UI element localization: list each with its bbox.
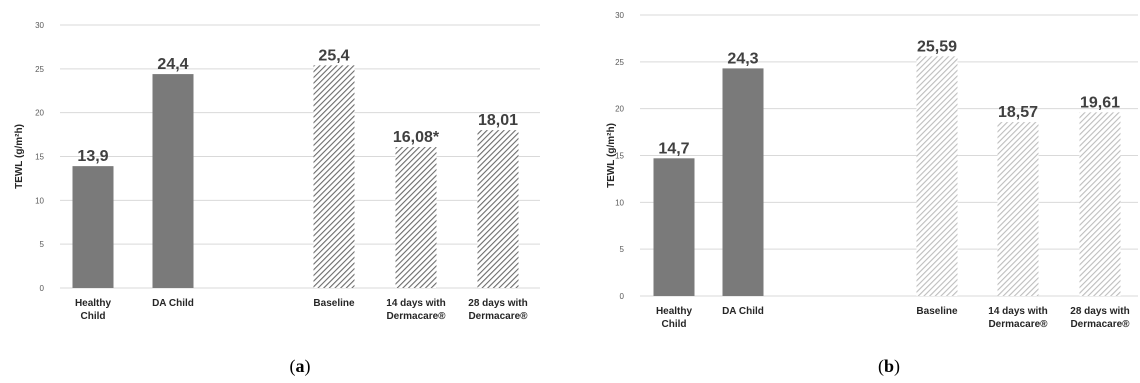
data-label: 25,4 xyxy=(318,47,349,64)
x-tick-label: 14 days with Dermacare® xyxy=(386,298,446,322)
bar xyxy=(477,130,519,288)
x-tick-label: 28 days with Dermacare® xyxy=(468,298,528,322)
bar xyxy=(72,166,114,288)
y-axis-label: TEWL (g/m²h) xyxy=(606,123,617,188)
bar xyxy=(722,68,764,296)
data-label: 18,01 xyxy=(478,112,518,129)
bar xyxy=(152,74,194,289)
x-tick-label: DA Child xyxy=(152,298,194,309)
x-tick-label: Healthy Child xyxy=(656,306,693,330)
x-tick-label: Baseline xyxy=(313,298,355,309)
panel-label: (b) xyxy=(878,356,900,377)
y-tick-label: 0 xyxy=(620,292,625,301)
y-tick-label: 5 xyxy=(40,240,45,249)
x-tick-label: Healthy Child xyxy=(75,298,112,322)
y-tick-label: 15 xyxy=(615,152,624,161)
chart-panel-a: 0 5 10 15 20 25 30 TEWL (g/m²h) 13,9 Healthy Child… xyxy=(0,0,560,383)
x-tick-label: DA Child xyxy=(722,306,764,317)
chart-panel-b: 0 5 10 15 20 25 30 TEWL (g/m²h) 14,7 Healthy Child… xyxy=(580,0,1140,383)
bar xyxy=(395,147,437,288)
y-tick-label: 15 xyxy=(35,153,44,162)
y-tick-label: 25 xyxy=(615,58,624,67)
y-tick-label: 0 xyxy=(40,284,45,293)
data-label: 19,61 xyxy=(1080,94,1120,111)
bar-chart-b: 0 5 10 15 20 25 30 TEWL (g/m²h) 14,7 Healthy Child… xyxy=(606,11,1138,377)
data-label: 13,9 xyxy=(77,148,108,165)
bar-chart-a: 0 5 10 15 20 25 30 TEWL (g/m²h) 13,9 Healthy Child… xyxy=(14,21,540,377)
data-label: 14,7 xyxy=(658,140,689,157)
y-tick-label: 30 xyxy=(35,21,44,30)
y-tick-label: 25 xyxy=(35,65,44,74)
x-tick-label: Baseline xyxy=(916,306,958,317)
y-axis-label: TEWL (g/m²h) xyxy=(14,124,25,189)
y-tick-label: 5 xyxy=(620,245,625,254)
panel-label: (a) xyxy=(290,356,311,377)
data-label: 18,57 xyxy=(998,104,1038,121)
y-tick-label: 20 xyxy=(35,109,44,118)
bar xyxy=(653,158,695,296)
bar xyxy=(313,65,355,289)
y-tick-label: 30 xyxy=(615,11,624,20)
data-label: 16,08* xyxy=(393,129,440,146)
y-tick-label: 10 xyxy=(615,198,624,207)
data-label: 25,59 xyxy=(917,38,957,55)
bar xyxy=(916,56,958,296)
y-tick-label: 10 xyxy=(35,196,44,205)
y-tick-label: 20 xyxy=(615,105,624,114)
x-tick-label: 14 days with Dermacare® xyxy=(988,306,1048,330)
bar xyxy=(997,122,1039,296)
data-label: 24,4 xyxy=(157,56,188,73)
bar xyxy=(1079,112,1121,296)
x-tick-label: 28 days with Dermacare® xyxy=(1070,306,1130,330)
data-label: 24,3 xyxy=(727,50,758,67)
